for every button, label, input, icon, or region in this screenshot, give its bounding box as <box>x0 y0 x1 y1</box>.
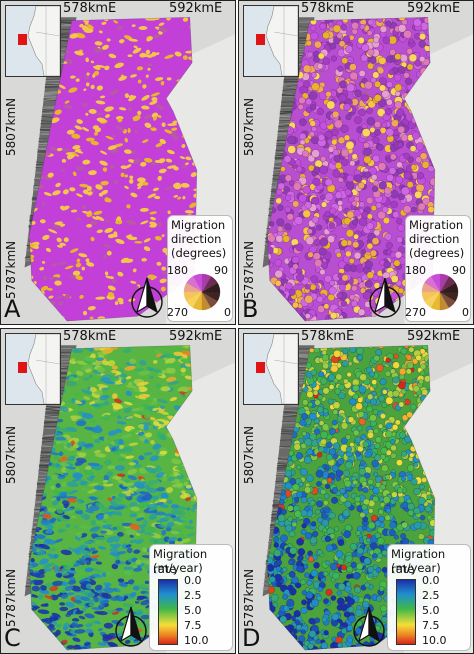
panel-letter: A <box>4 295 21 323</box>
rate-legend-tick: 7.5 <box>422 619 440 632</box>
rate-legend-tick: 0.0 <box>184 574 202 587</box>
easting-label: 578kmE <box>63 329 117 344</box>
legend-title-line: Migration <box>409 218 464 232</box>
northing-label: 5807kmN <box>242 425 256 484</box>
study-area-marker <box>18 34 27 45</box>
easting-label: 592kmE <box>169 1 223 16</box>
northing-label: 5807kmN <box>4 425 18 484</box>
rate-legend-tick: 5.0 <box>184 604 202 617</box>
locator-inset-map <box>5 333 61 405</box>
easting-label: 592kmE <box>169 329 223 344</box>
legend-title-line: direction <box>171 232 222 246</box>
legend-title-line: (m/year) <box>153 561 203 575</box>
legend-title-line: (m/year) <box>391 561 441 575</box>
northing-label: 5807kmN <box>242 97 256 156</box>
rate-legend-tick: 5.0 <box>422 604 440 617</box>
legend-title-line: Migration rate <box>391 547 446 576</box>
legend-box: Migration rate (m/year) 0.0 2.5 5.0 7.5 10.0 <box>149 544 233 651</box>
inset-land <box>27 333 61 405</box>
inset-land <box>27 5 61 77</box>
northing-label: 5787kmN <box>242 240 256 299</box>
rate-color-ramp <box>396 579 416 645</box>
legend-box: Migration rate (m/year) 0.0 2.5 5.0 7.5 10.0 <box>387 544 471 651</box>
rate-legend-tick: 10.0 <box>184 634 209 647</box>
easting-label: 592kmE <box>407 1 461 16</box>
locator-inset-map <box>5 5 61 77</box>
legend-title-line: Migration <box>171 218 226 232</box>
rate-legend-tick: 7.5 <box>184 619 202 632</box>
legend-title-line: (degrees) <box>409 246 465 260</box>
rate-color-ramp <box>158 579 178 645</box>
map-panel-a: 578kmE 592kmE 5807kmN 5787kmN Migration direc… <box>0 0 236 325</box>
north-arrow-icon <box>369 277 401 318</box>
inset-land <box>265 333 299 405</box>
legend-title-line: direction <box>409 232 460 246</box>
rate-legend-tick: 0.0 <box>422 574 440 587</box>
rate-legend-tick: 2.5 <box>184 589 202 602</box>
north-arrow-icon <box>353 606 385 647</box>
study-area-marker <box>256 34 265 45</box>
map-panel-b: 578kmE 592kmE 5807kmN 5787kmN Migration direc… <box>238 0 474 325</box>
easting-label: 592kmE <box>407 329 461 344</box>
wheel-label-top-left: 180 <box>167 264 188 277</box>
northing-label: 5807kmN <box>4 97 18 156</box>
legend-title-line: Migration rate <box>153 547 208 576</box>
panel-letter: C <box>4 624 21 652</box>
north-arrow-icon <box>115 606 147 647</box>
wheel-label-top-left: 180 <box>405 264 426 277</box>
easting-label: 578kmE <box>63 1 117 16</box>
wheel-label-bottom-right: 0 <box>462 306 469 319</box>
northing-label: 5787kmN <box>4 568 18 627</box>
rate-legend-tick: 10.0 <box>422 634 447 647</box>
legend-box: Migration direction (degrees) 180 90 270 0 <box>405 215 471 322</box>
locator-inset-map <box>243 5 299 77</box>
northing-label: 5787kmN <box>242 568 256 627</box>
locator-inset-map <box>243 333 299 405</box>
legend-title-line: (degrees) <box>171 246 227 260</box>
study-area-marker <box>256 362 265 373</box>
map-panel-d: 578kmE 592kmE 5807kmN 5787kmN Migration rate… <box>238 328 474 654</box>
map-panel-c: 578kmE 592kmE 5807kmN 5787kmN Migration rate… <box>0 328 236 654</box>
north-arrow-icon <box>131 277 163 318</box>
inset-land <box>265 5 299 77</box>
map-canvas <box>262 16 473 324</box>
rate-legend-tick: 2.5 <box>422 589 440 602</box>
direction-color-wheel <box>183 273 221 311</box>
panel-letter: B <box>242 295 259 323</box>
wheel-label-bottom-left: 270 <box>167 306 188 319</box>
easting-label: 578kmE <box>301 1 355 16</box>
wheel-label-top-right: 90 <box>214 264 228 277</box>
wheel-label-bottom-left: 270 <box>405 306 426 319</box>
wheel-label-bottom-right: 0 <box>224 306 231 319</box>
northing-label: 5787kmN <box>4 240 18 299</box>
easting-label: 578kmE <box>301 329 355 344</box>
legend-box: Migration direction (degrees) 180 90 270 0 <box>167 215 233 322</box>
wheel-label-top-right: 90 <box>452 264 466 277</box>
panel-letter: D <box>242 624 261 652</box>
direction-color-wheel <box>421 273 459 311</box>
study-area-marker <box>18 362 27 373</box>
